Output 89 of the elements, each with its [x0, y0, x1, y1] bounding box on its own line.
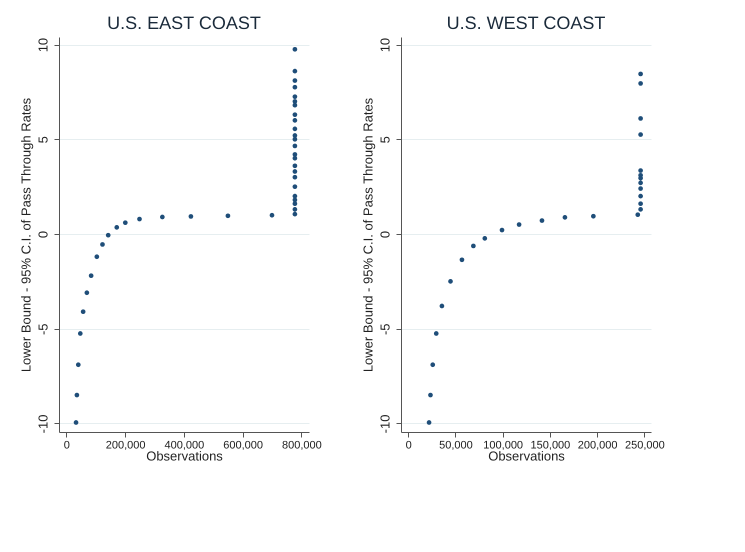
- point: [160, 214, 165, 220]
- x-tick-label: 400,000: [164, 440, 204, 452]
- point: [76, 362, 81, 368]
- point: [292, 133, 298, 138]
- x-tick-label: 800,000: [282, 440, 322, 452]
- point: [591, 214, 596, 219]
- chart-title: U.S. WEST COAST: [446, 13, 606, 33]
- x-axis-title: Observations: [488, 448, 566, 464]
- point: [100, 242, 105, 247]
- x-tick-label: 50,000: [439, 440, 473, 452]
- point: [638, 81, 643, 86]
- y-tick-label: 5: [378, 136, 392, 144]
- point: [638, 72, 643, 76]
- point: [226, 214, 230, 218]
- chart-title: U.S. EAST COAST: [107, 13, 261, 33]
- x-tick-label: 200,000: [578, 440, 618, 452]
- y-tick-label: -10: [36, 414, 50, 434]
- point: [114, 225, 120, 230]
- point: [292, 46, 298, 52]
- y-axis-title: Lower Bound - 95% C.I. of Pass Through Rates: [18, 97, 34, 372]
- point: [74, 392, 80, 398]
- point: [500, 228, 504, 232]
- point: [635, 212, 640, 218]
- point: [638, 194, 643, 198]
- point: [292, 169, 298, 174]
- point: [638, 132, 643, 137]
- point: [440, 304, 444, 308]
- point: [638, 201, 643, 206]
- point: [106, 232, 111, 238]
- y-tick-label: 0: [378, 230, 392, 238]
- point: [292, 84, 298, 90]
- point: [122, 220, 128, 225]
- point: [188, 214, 194, 219]
- y-tick-label: -10: [378, 414, 392, 434]
- x-tick-label: 0: [64, 440, 70, 452]
- point: [638, 168, 643, 173]
- point: [292, 184, 298, 190]
- point: [84, 290, 90, 296]
- point: [292, 174, 298, 180]
- point: [434, 331, 439, 336]
- point: [74, 420, 78, 425]
- point: [426, 420, 432, 425]
- point: [562, 215, 568, 220]
- point: [78, 331, 83, 336]
- y-tick-label: 10: [378, 38, 392, 52]
- point: [292, 78, 298, 83]
- point: [292, 212, 298, 216]
- x-tick-label: 150,000: [530, 440, 570, 452]
- point: [638, 186, 643, 191]
- point: [80, 309, 86, 314]
- point: [292, 68, 298, 74]
- x-tick-label: 200,000: [106, 440, 146, 452]
- point: [94, 254, 100, 260]
- point: [292, 102, 298, 108]
- point: [460, 257, 464, 262]
- y-axis-title: Lower Bound - 95% C.I. of Pass Through Rates: [360, 97, 376, 372]
- y-tick-label: 0: [36, 230, 50, 238]
- point: [428, 392, 433, 398]
- point: [638, 207, 643, 212]
- point: [292, 152, 298, 157]
- point: [270, 212, 274, 218]
- x-tick-label: 250,000: [625, 440, 665, 452]
- point: [292, 207, 298, 212]
- y-tick-label: -5: [36, 323, 50, 336]
- y-tick-label: -5: [378, 323, 392, 336]
- point: [638, 180, 643, 186]
- point: [292, 94, 298, 100]
- point: [292, 112, 298, 118]
- point: [540, 218, 544, 223]
- x-tick-label: 100,000: [483, 440, 524, 452]
- x-axis-title: Observations: [146, 448, 224, 464]
- point: [137, 216, 142, 222]
- point: [448, 279, 453, 284]
- point: [292, 118, 298, 123]
- point: [292, 99, 298, 104]
- point: [292, 126, 298, 132]
- point: [471, 244, 476, 248]
- point: [292, 198, 298, 202]
- point: [88, 273, 94, 278]
- x-tick-label: 0: [406, 440, 412, 452]
- point: [430, 362, 436, 368]
- point: [292, 163, 298, 168]
- point: [638, 116, 643, 121]
- y-tick-label: 5: [36, 136, 50, 144]
- point: [516, 222, 522, 227]
- y-tick-label: 10: [36, 38, 50, 52]
- point: [482, 236, 488, 241]
- x-tick-label: 600,000: [223, 440, 263, 452]
- point: [292, 144, 298, 148]
